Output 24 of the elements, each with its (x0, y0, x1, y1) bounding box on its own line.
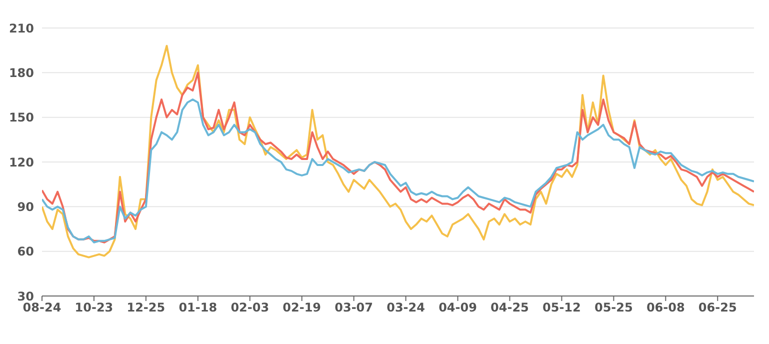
y-tick-label: 60 (17, 244, 34, 259)
x-tick-label: 06-25 (698, 300, 737, 315)
x-tick-label: 08-24 (22, 300, 62, 315)
x-tick-label: 05-12 (542, 300, 581, 315)
line-series (42, 72, 754, 244)
x-tick-label: 06-08 (646, 300, 685, 315)
x-tick-label: 12-25 (126, 300, 166, 315)
line-series (42, 98, 754, 244)
y-tick-label: 90 (17, 200, 34, 214)
x-tick-label: 10-23 (74, 300, 114, 315)
x-tick-label: 05-25 (594, 300, 633, 315)
y-tick-label: 150 (8, 110, 34, 125)
x-tick-label: 01-18 (178, 300, 218, 315)
y-tick-label: 210 (8, 21, 34, 36)
x-tick-label: 02-03 (230, 300, 270, 315)
y-tick-label: 120 (8, 155, 34, 170)
x-tick-label: 04-09 (438, 300, 477, 315)
x-tick-label: 04-25 (490, 300, 529, 315)
y-tick-label: 180 (8, 66, 34, 80)
y-tick-label: 30 (17, 289, 34, 304)
x-tick-label: 03-07 (334, 300, 374, 315)
x-tick-label: 02-19 (282, 300, 322, 315)
x-tick-label: 03-24 (386, 300, 425, 315)
line-series (42, 44, 754, 258)
